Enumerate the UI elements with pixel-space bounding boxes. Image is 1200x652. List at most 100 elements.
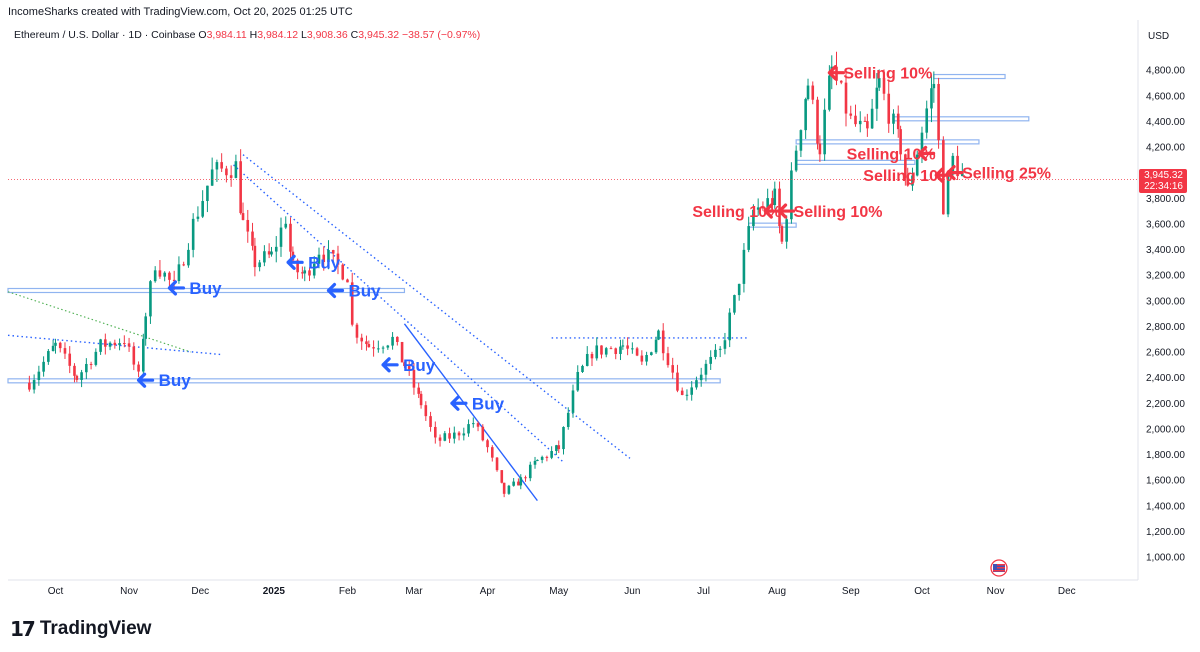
candle-body — [434, 426, 437, 438]
candle-body — [806, 85, 810, 100]
candle-body — [747, 226, 750, 250]
time-tick-label: Jul — [697, 586, 710, 597]
candle-body — [80, 372, 83, 380]
price-tick-label: 3,000.00 — [1146, 296, 1185, 307]
candle-body — [875, 87, 879, 109]
candle-body — [536, 459, 539, 461]
candle-body — [704, 363, 708, 375]
candle-body — [346, 279, 349, 283]
time-tick-label: 2025 — [263, 586, 286, 597]
trendline — [403, 323, 538, 502]
candle-body — [220, 162, 223, 169]
candle-body — [284, 223, 288, 228]
candle-body — [42, 361, 45, 372]
support-level-line — [795, 139, 980, 145]
candle-body — [562, 426, 565, 450]
candle-body — [785, 219, 788, 242]
candle-body — [336, 253, 340, 265]
trendline — [242, 154, 631, 459]
candle-body — [429, 416, 432, 427]
sell-arrow-icon — [917, 145, 936, 162]
time-tick-label: Aug — [768, 586, 786, 597]
symbol-name: Ethereum / U.S. Dollar · 1D · Coinbase — [14, 29, 196, 41]
candle-body — [85, 363, 88, 373]
buy-label: Buy — [159, 371, 192, 390]
candle-body — [635, 348, 639, 356]
time-tick-label: Nov — [120, 586, 138, 597]
time-tick-label: Nov — [987, 586, 1005, 597]
candle-body — [595, 345, 599, 359]
candle-body — [666, 353, 670, 366]
candle-body — [372, 347, 375, 349]
candle-body — [47, 351, 50, 362]
price-tick-label: 3,200.00 — [1146, 271, 1185, 282]
sell-label: Selling 25% — [962, 166, 1051, 183]
sell-label: Selling 10% — [692, 204, 781, 221]
candle-body — [377, 348, 380, 350]
symbol-legend[interactable]: Ethereum / U.S. Dollar · 1D · Coinbase O… — [14, 29, 480, 41]
candle-body — [495, 457, 499, 471]
candle-body — [585, 353, 589, 366]
candle-body — [51, 345, 55, 352]
low-value: 3,908.36 — [306, 29, 348, 41]
candle-body — [937, 83, 940, 141]
candle-body — [932, 83, 936, 89]
buy-label: Buy — [403, 356, 436, 375]
candle-body — [234, 161, 238, 178]
candle-body — [251, 231, 254, 246]
price-tick-label: 2,600.00 — [1146, 348, 1185, 359]
candle-body — [896, 113, 900, 130]
candle-body — [246, 219, 250, 232]
candle-body — [771, 198, 774, 206]
time-tick-label: Oct — [48, 586, 64, 597]
candle-body — [438, 437, 442, 441]
candle-body — [676, 372, 679, 391]
candle-body — [365, 341, 368, 345]
candle-body — [312, 263, 316, 276]
candle-body — [267, 251, 271, 255]
candle-body — [381, 347, 385, 349]
high-label: H — [249, 29, 258, 41]
time-tick-label: Oct — [914, 586, 930, 597]
candle-body — [54, 342, 57, 346]
time-tick-label: Apr — [480, 586, 496, 597]
candle-body — [225, 168, 228, 176]
candle-body — [818, 143, 822, 155]
candle-body — [99, 339, 102, 352]
time-axis[interactable]: Oct Nov Dec 2025 Feb Mar Apr May Jun Jul Aug Sep Oct… — [48, 586, 1076, 597]
candle-body — [196, 216, 200, 219]
sell-label: Selling 10% — [843, 66, 932, 83]
candle-body — [877, 78, 881, 88]
candle-body — [73, 365, 76, 376]
candle-body — [728, 312, 731, 341]
currency-flag-icon[interactable] — [990, 559, 1008, 577]
buy-arrow-icon — [286, 254, 304, 270]
candle-body — [400, 341, 404, 363]
time-tick-label: Feb — [339, 586, 357, 597]
candle-body — [906, 178, 910, 186]
candle-body — [844, 82, 848, 114]
change-value: −38.57 (−0.97%) — [402, 29, 481, 41]
candle-body — [709, 356, 712, 364]
candle-body — [467, 424, 470, 434]
candle-body — [443, 433, 447, 441]
price-tick-label: 3,400.00 — [1146, 245, 1185, 256]
candle-body — [854, 115, 857, 125]
candle-body — [391, 336, 394, 346]
candle-body — [555, 445, 558, 452]
candle-body — [581, 365, 584, 372]
candle-body — [58, 342, 62, 349]
candle-body — [794, 150, 798, 171]
candle-body — [528, 464, 532, 479]
candle-body — [403, 362, 406, 367]
candle-body — [904, 154, 907, 179]
close-value: 3,945.32 — [358, 29, 400, 41]
candle-body — [925, 108, 929, 133]
tradingview-logo[interactable]: 17 TradingView — [10, 617, 151, 641]
candle-body — [123, 343, 126, 345]
candle-body — [289, 223, 292, 252]
candle-body — [457, 432, 461, 436]
buy-arrow-icon — [167, 280, 186, 296]
candle-body — [63, 348, 67, 354]
